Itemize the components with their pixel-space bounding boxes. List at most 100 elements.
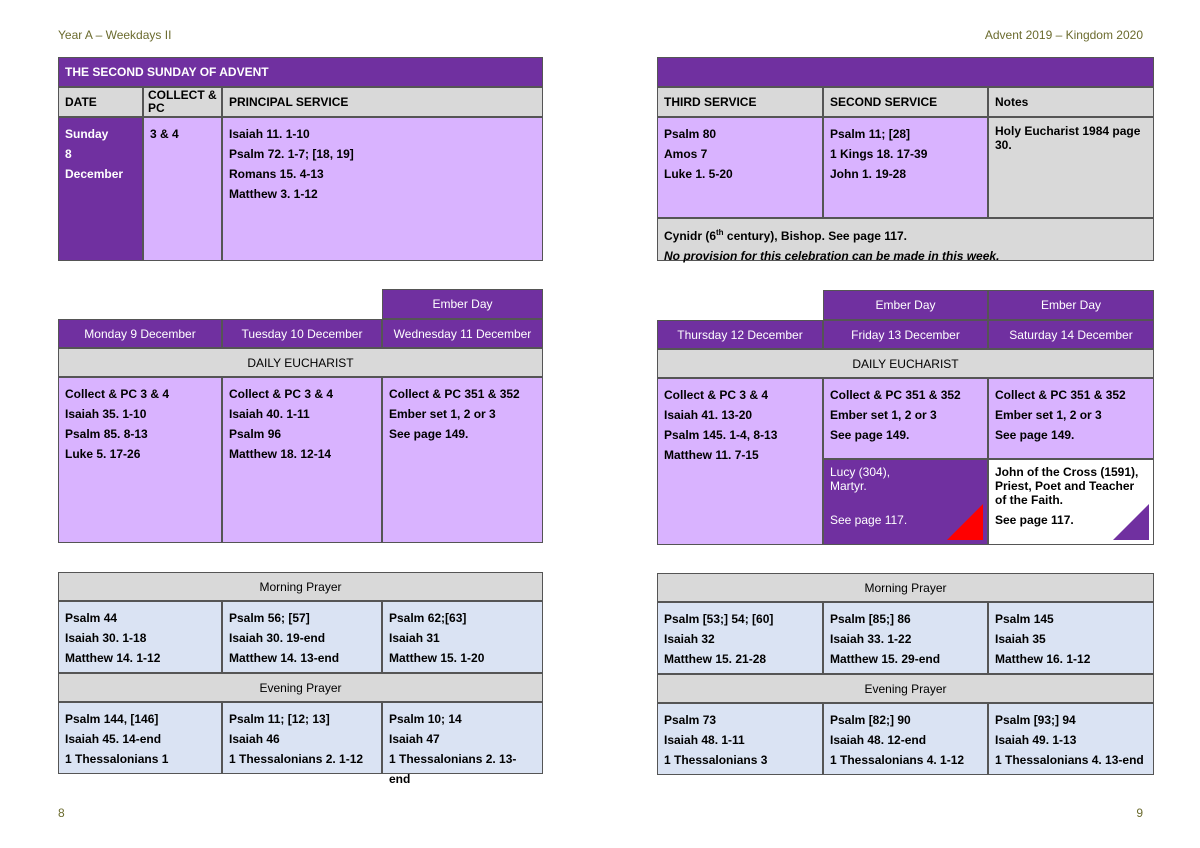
eucharist-cell: Collect & PC 351 & 352 Ember set 1, 2 or…	[823, 378, 988, 459]
reading: Ember set 1, 2 or 3	[830, 408, 937, 422]
col-header-second: SECOND SERVICE	[823, 87, 988, 117]
reading: Collect & PC 351 & 352	[995, 388, 1126, 402]
sunday-right-title-band	[657, 57, 1154, 87]
reading: Isaiah 35. 1-10	[65, 407, 147, 421]
day-header: Tuesday 10 December	[222, 319, 382, 348]
sunday-date: Sunday 8 December	[58, 117, 143, 261]
eucharist-cell: Collect & PC 3 & 4 Isaiah 41. 13-20 Psal…	[657, 378, 823, 545]
reading: Psalm 85. 8-13	[65, 427, 148, 441]
commem-note: No provision for this celebration can be…	[664, 249, 1000, 263]
reading: Isaiah 48. 1-11	[664, 733, 745, 747]
friday-commemoration: Lucy (304), Martyr. See page 117.	[823, 459, 988, 545]
morning-prayer-label: Morning Prayer	[657, 573, 1154, 602]
reading: Isaiah 31	[389, 631, 440, 645]
evening-cell: Psalm 10; 14 Isaiah 47 1 Thessalonians 2…	[382, 702, 543, 786]
morning-cell: Psalm 62;[63] Isaiah 31 Matthew 15. 1-20	[382, 601, 543, 673]
reading: Psalm 145. 1-4, 8-13	[664, 428, 778, 442]
reading: 1 Thessalonians 3	[664, 753, 768, 767]
reading: 1 Thessalonians 2. 1-12	[229, 752, 364, 766]
reading: Psalm 44	[65, 611, 118, 625]
morning-cell: Psalm 44 Isaiah 30. 1-18 Matthew 14. 1-1…	[58, 601, 222, 673]
reading: Matthew 11. 7-15	[664, 448, 759, 462]
reading: Psalm 73	[664, 713, 717, 727]
reading: Collect & PC 3 & 4	[229, 387, 334, 401]
reading: Isaiah 30. 1-18	[65, 631, 147, 645]
morning-cell: Psalm 56; [57] Isaiah 30. 19-end Matthew…	[222, 601, 382, 673]
evening-prayer-label: Evening Prayer	[657, 674, 1154, 703]
date-line: December	[65, 167, 124, 181]
reading: Isaiah 47	[389, 732, 440, 746]
reading: Matthew 15. 21-28	[664, 652, 767, 666]
col-header-third: THIRD SERVICE	[657, 87, 823, 117]
reading: Matthew 3. 1-12	[229, 187, 318, 201]
reading: See page 149.	[995, 428, 1075, 442]
daily-eucharist-label: DAILY EUCHARIST	[657, 349, 1154, 378]
sunday-notes: Holy Eucharist 1984 page 30.	[988, 117, 1154, 218]
reading: Psalm 96	[229, 427, 282, 441]
reading: John 1. 19-28	[830, 167, 907, 181]
reading: Psalm 144, [146]	[65, 712, 159, 726]
reading: Psalm 80	[664, 127, 717, 141]
reading: Matthew 18. 12-14	[229, 447, 332, 461]
morning-prayer-label: Morning Prayer	[58, 572, 543, 601]
day-header: Saturday 14 December	[988, 320, 1154, 349]
reading: Psalm [82;] 90	[830, 713, 911, 727]
evening-prayer-label: Evening Prayer	[58, 673, 543, 702]
ember-day-label: Ember Day	[823, 290, 988, 320]
reading: Collect & PC 3 & 4	[65, 387, 170, 401]
commem-line: John of the Cross (1591),	[995, 465, 1139, 479]
reading: Psalm 11; [28]	[830, 127, 911, 141]
evening-cell: Psalm [82;] 90 Isaiah 48. 12-end 1 Thess…	[823, 703, 988, 775]
commem-text: century), Bishop. See page 117.	[723, 229, 907, 243]
reading: Isaiah 11. 1-10	[229, 127, 310, 141]
eucharist-cell: Collect & PC 3 & 4 Isaiah 35. 1-10 Psalm…	[58, 377, 222, 543]
ember-day-label: Ember Day	[988, 290, 1154, 320]
day-header: Thursday 12 December	[657, 320, 823, 349]
commem-see: See page 117.	[830, 513, 908, 527]
commem-line: Priest, Poet and Teacher	[995, 479, 1135, 493]
commem-text: Cynidr (6	[664, 229, 717, 243]
reading: Psalm 11; [12; 13]	[229, 712, 330, 726]
morning-cell: Psalm 145 Isaiah 35 Matthew 16. 1-12	[988, 602, 1154, 674]
sunday-collect: 3 & 4	[143, 117, 222, 261]
collect-value: 3 & 4	[150, 127, 179, 141]
reading: Luke 5. 17-26	[65, 447, 141, 461]
reading: Matthew 14. 13-end	[229, 651, 340, 665]
reading: 1 Thessalonians 4. 1-12	[830, 753, 965, 767]
reading: See page 149.	[830, 428, 910, 442]
daily-eucharist-label: DAILY EUCHARIST	[58, 348, 543, 377]
day-header: Wednesday 11 December	[382, 319, 543, 348]
red-triangle-icon	[947, 504, 983, 540]
reading: Collect & PC 351 & 352	[830, 388, 961, 402]
eucharist-cell: Collect & PC 351 & 352 Ember set 1, 2 or…	[988, 378, 1154, 459]
running-header-left: Year A – Weekdays II	[58, 28, 172, 42]
reading: Matthew 15. 1-20	[389, 651, 485, 665]
col-header-date: DATE	[58, 87, 143, 117]
page-number-right: 9	[1136, 806, 1143, 820]
reading: Matthew 15. 29-end	[830, 652, 941, 666]
reading: Isaiah 33. 1-22	[830, 632, 912, 646]
evening-cell: Psalm [93;] 94 Isaiah 49. 1-13 1 Thessal…	[988, 703, 1154, 775]
reading: Isaiah 48. 12-end	[830, 733, 927, 747]
evening-cell: Psalm 11; [12; 13] Isaiah 46 1 Thessalon…	[222, 702, 382, 774]
day-header: Friday 13 December	[823, 320, 988, 349]
reading: Romans 15. 4-13	[229, 167, 324, 181]
date-line: Sunday	[65, 127, 109, 141]
commem-line: Lucy (304),	[830, 465, 891, 479]
reading: Ember set 1, 2 or 3	[995, 408, 1102, 422]
commem-line: Martyr.	[830, 479, 867, 493]
saturday-commemoration: John of the Cross (1591), Priest, Poet a…	[988, 459, 1154, 545]
reading: Psalm [85;] 86	[830, 612, 911, 626]
reading: Psalm 56; [57]	[229, 611, 310, 625]
page-number-left: 8	[58, 806, 65, 820]
reading: Isaiah 35	[995, 632, 1046, 646]
reading: Ember set 1, 2 or 3	[389, 407, 496, 421]
reading: See page 149.	[389, 427, 469, 441]
day-header: Monday 9 December	[58, 319, 222, 348]
col-header-principal: PRINCIPAL SERVICE	[222, 87, 543, 117]
reading: Isaiah 49. 1-13	[995, 733, 1077, 747]
reading: Psalm [93;] 94	[995, 713, 1076, 727]
morning-cell: Psalm [85;] 86 Isaiah 33. 1-22 Matthew 1…	[823, 602, 988, 674]
reading: Psalm 62;[63]	[389, 611, 467, 625]
commem-sup: th	[716, 228, 724, 237]
